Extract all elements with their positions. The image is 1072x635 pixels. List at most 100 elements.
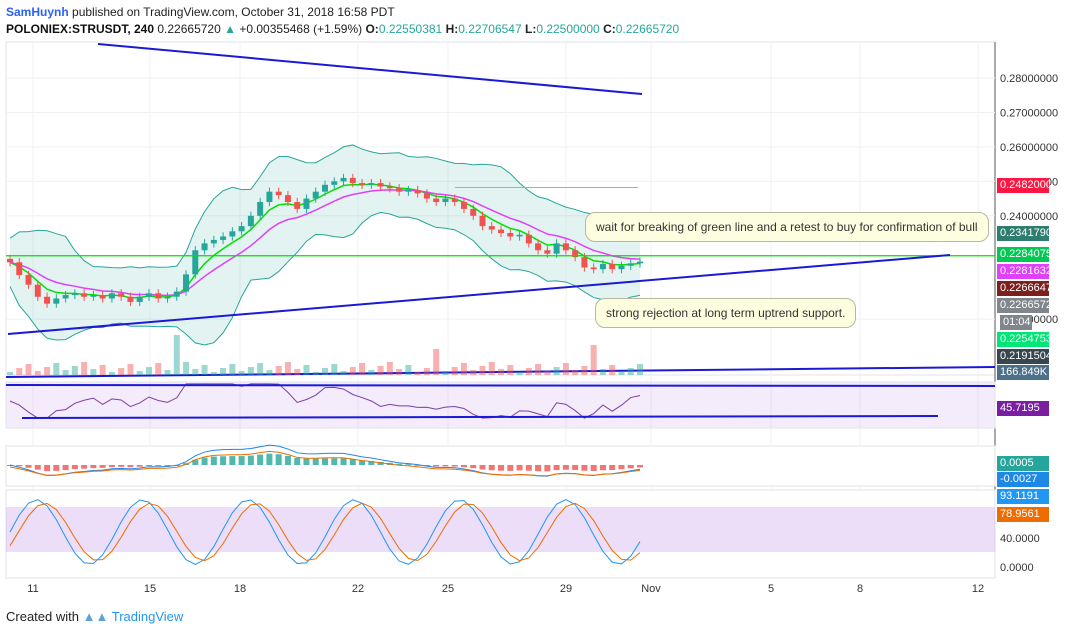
volume-bar: [405, 365, 412, 375]
volume-bar: [627, 368, 634, 375]
macd-histogram-bar: [331, 458, 338, 465]
publish-line: SamHuynh published on TradingView.com, O…: [6, 4, 679, 21]
macd-histogram-bar: [238, 456, 245, 465]
macd-histogram-bar: [201, 457, 208, 465]
y-tick-label: 0.27000000: [1000, 107, 1058, 119]
candle-body: [99, 295, 106, 299]
volume-bar: [525, 368, 532, 375]
volume-bar: [108, 372, 115, 375]
bollinger-lower: [9, 211, 641, 346]
candle-body: [322, 184, 328, 192]
macd-histogram-bar: [229, 456, 236, 465]
candle-body: [201, 243, 208, 251]
x-tick-label: 18: [234, 583, 246, 595]
macd-histogram-bar: [525, 465, 532, 471]
volume-bar: [118, 368, 125, 375]
macd-histogram-bar: [507, 465, 514, 471]
stoch-pane: [5, 489, 996, 579]
macd-histogram-bar: [414, 464, 421, 466]
volume-bar: [16, 368, 23, 375]
x-tick-label: 5: [768, 583, 774, 595]
candle-body: [294, 202, 301, 209]
macd-histogram-bar: [25, 465, 32, 468]
volume-bar: [25, 364, 32, 375]
candle-body: [627, 263, 634, 266]
price-tag: 166.849K: [997, 365, 1049, 380]
candle-body: [414, 189, 421, 194]
stoch-tick-label: 0.0000: [1000, 562, 1034, 574]
candle-body: [423, 193, 430, 199]
uptrend-support-line: [7, 254, 951, 335]
volume-bar: [470, 370, 477, 375]
candle-body: [488, 226, 495, 230]
annotation-wait-breakout[interactable]: wait for breaking of green line and a re…: [585, 212, 989, 242]
candle-body: [303, 198, 310, 209]
candle-body: [405, 189, 412, 192]
candle-body: [359, 183, 366, 185]
volume-bar: [53, 363, 60, 375]
open-label: O:: [365, 22, 379, 36]
volume-bar: [201, 365, 208, 375]
macd-histogram-bar: [544, 465, 551, 472]
open-value: 0.22550381: [378, 22, 443, 36]
macd-histogram-bar: [192, 459, 199, 465]
rsi-pane: [5, 381, 996, 429]
x-tick-label: 15: [144, 583, 156, 595]
candle-body: [16, 262, 23, 276]
candle-body: [331, 181, 338, 185]
volume-bar: [303, 365, 310, 375]
stoch-k-line: [9, 499, 641, 565]
candle-body: [637, 261, 643, 264]
y-tick-label: 0.26000000: [1000, 142, 1058, 154]
macd-histogram-bar: [572, 465, 579, 470]
macd-histogram-bar: [257, 454, 264, 465]
indicator-tag: 45.7195: [997, 401, 1049, 416]
macd-histogram-bar: [423, 465, 430, 466]
candle-body: [396, 188, 403, 192]
volume-bar: [220, 368, 227, 375]
macd-histogram-bar: [562, 465, 569, 470]
volume-bar: [71, 366, 78, 375]
candle-body: [349, 177, 356, 184]
macd-histogram-bar: [34, 465, 41, 470]
volume-bar: [507, 365, 514, 375]
candle-body: [590, 267, 597, 270]
tradingview-logo-icon: ▲▲: [82, 609, 109, 624]
candle-body: [377, 183, 384, 187]
macd-histogram-bar: [553, 465, 560, 471]
last-price: 0.22665720: [157, 22, 221, 36]
volume-bar: [62, 370, 69, 375]
candle-body: [127, 296, 134, 302]
macd-histogram-bar: [609, 465, 616, 471]
macd-histogram-bar: [460, 465, 467, 468]
rsi-upper-trendline: [5, 384, 996, 387]
author-name[interactable]: SamHuynh: [6, 5, 69, 19]
high-value: 0.22706547: [458, 22, 522, 36]
macd-histogram-bar: [581, 465, 588, 471]
macd-histogram-bar: [136, 465, 143, 467]
volume-bar: [498, 369, 505, 375]
macd-histogram-bar: [535, 465, 542, 472]
candle-body: [451, 198, 458, 203]
macd-histogram-bar: [340, 458, 347, 465]
macd-histogram-bar: [396, 463, 403, 465]
footer: Created with ▲▲ TradingView: [6, 609, 183, 624]
close-label: C:: [603, 22, 616, 36]
volume-bar: [386, 362, 393, 375]
tradingview-link[interactable]: TradingView: [111, 609, 184, 624]
volume-bar: [599, 369, 606, 375]
volume-bar: [7, 372, 13, 375]
stoch-band: [6, 507, 995, 552]
macd-histogram-bar: [590, 465, 597, 471]
volume-bar: [284, 362, 291, 375]
volume-bar: [609, 365, 616, 375]
candle-body: [257, 202, 264, 216]
candle-body: [525, 234, 532, 244]
candle-body: [34, 284, 41, 297]
candle-body: [498, 229, 505, 234]
candle-body: [108, 293, 115, 299]
annotation-uptrend-support[interactable]: strong rejection at long term uptrend su…: [595, 298, 857, 328]
